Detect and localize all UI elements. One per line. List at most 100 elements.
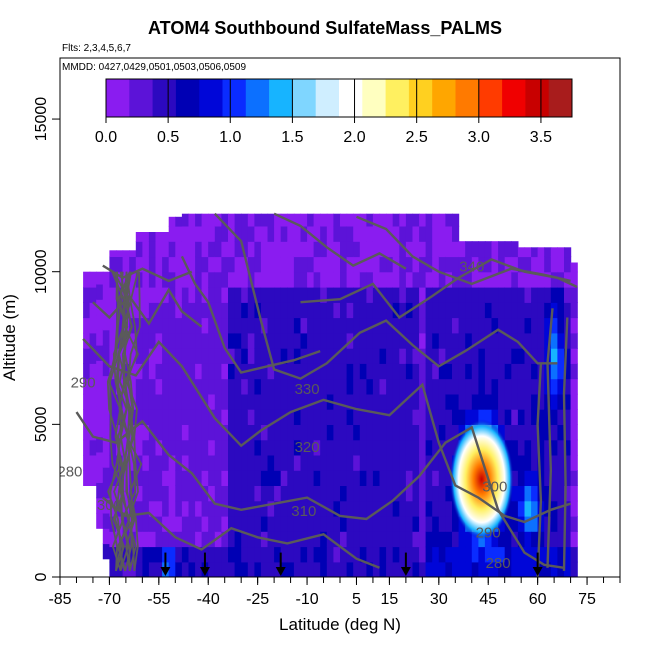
colorbar-segment: [129, 79, 154, 117]
heatmap-cell: [254, 241, 262, 258]
heatmap-cell: [353, 531, 361, 548]
heatmap-cell: [135, 500, 143, 517]
heatmap-cell: [537, 546, 545, 563]
heatmap-cell: [471, 241, 479, 258]
heatmap-cell: [307, 317, 315, 334]
heatmap-cell: [221, 454, 229, 471]
heatmap-cell: [135, 409, 143, 425]
heatmap-cell: [234, 287, 242, 303]
heatmap-cell: [498, 271, 506, 288]
heatmap-cell: [267, 378, 275, 395]
heatmap-cell: [465, 378, 473, 395]
heatmap-cell: [564, 332, 572, 349]
heatmap-cell: [228, 454, 236, 471]
heatmap-cell: [511, 500, 519, 517]
heatmap-cell: [201, 500, 209, 517]
heatmap-cell: [438, 213, 446, 227]
heatmap-cell: [267, 485, 275, 502]
heatmap-cell: [287, 241, 295, 258]
heatmap-cell: [458, 317, 466, 334]
heatmap-cell: [280, 546, 288, 563]
heatmap-cell: [346, 409, 354, 425]
heatmap-cell: [379, 454, 387, 471]
heatmap-cell: [247, 470, 255, 486]
heatmap-cell: [195, 332, 203, 349]
heatmap-cell: [300, 241, 308, 258]
heatmap-cell: [471, 271, 479, 288]
heatmap-cell: [234, 531, 242, 548]
heatmap-cell: [313, 485, 321, 502]
heatmap-cell: [313, 363, 321, 380]
heatmap-cell: [432, 393, 440, 410]
heatmap-cell: [405, 546, 414, 563]
heatmap-cell: [484, 332, 493, 349]
heatmap-cell: [241, 271, 249, 288]
heatmap-cell: [333, 271, 341, 288]
heatmap-cell: [241, 439, 249, 456]
heatmap-cell: [438, 546, 446, 563]
heatmap-cell: [419, 561, 427, 577]
heatmap-cell: [287, 271, 295, 288]
heatmap-cell: [162, 363, 170, 380]
heatmap-cell: [333, 241, 341, 258]
heatmap-cell: [96, 360, 104, 377]
contour-line: [546, 308, 554, 568]
heatmap-cell: [392, 546, 400, 563]
heatmap-cell: [293, 241, 302, 258]
heatmap-cell: [432, 302, 440, 319]
heatmap-cell: [234, 515, 242, 532]
heatmap-cell: [326, 213, 334, 227]
heatmap-cell: [228, 546, 236, 563]
heatmap-cell: [254, 363, 262, 380]
heatmap-cell: [498, 546, 506, 563]
heatmap-cell: [438, 470, 446, 486]
heatmap-cell: [221, 515, 229, 532]
heatmap-cell: [544, 287, 552, 303]
heatmap-cell: [405, 454, 414, 471]
heatmap-cell: [550, 439, 558, 456]
heatmap-cell: [564, 531, 572, 548]
heatmap-cell: [214, 515, 222, 532]
heatmap-cell: [557, 332, 565, 349]
heatmap-cell: [346, 454, 354, 471]
heatmap-cell: [195, 424, 203, 441]
heatmap-cell: [135, 424, 143, 441]
heatmap-cell: [247, 454, 255, 471]
heatmap-cell: [89, 454, 97, 471]
heatmap-cell: [386, 454, 394, 471]
heatmap-cell: [359, 561, 367, 577]
heatmap-cell: [366, 271, 374, 288]
heatmap-cell: [386, 287, 394, 303]
heatmap-cell: [274, 241, 282, 258]
heatmap-cell: [564, 439, 572, 456]
heatmap-cell: [129, 332, 137, 349]
heatmap-cell: [168, 378, 176, 395]
heatmap-cell: [280, 485, 288, 502]
heatmap-cell: [372, 225, 381, 242]
heatmap-cell: [524, 363, 532, 380]
heatmap-cell: [181, 546, 190, 563]
heatmap-cell: [280, 424, 288, 441]
heatmap-cell: [300, 485, 308, 502]
heatmap-cell: [452, 225, 460, 242]
heatmap-cell: [313, 424, 321, 441]
heatmap-cell: [234, 470, 242, 486]
heatmap-cell: [287, 409, 295, 425]
heatmap-cell: [181, 531, 190, 548]
heatmap-cell: [557, 485, 565, 502]
heatmap-cell: [267, 470, 275, 486]
heatmap-cell: [458, 561, 466, 577]
heatmap-cell: [247, 515, 255, 532]
heatmap-cell: [452, 515, 460, 532]
heatmap-cell: [452, 332, 460, 349]
heatmap-cell: [109, 256, 117, 273]
heatmap-cell: [372, 500, 381, 517]
colorbar-segment: [292, 79, 317, 117]
heatmap-cell: [254, 409, 262, 425]
contour-line: [180, 255, 321, 374]
heatmap-cell: [148, 454, 157, 471]
heatmap-cell: [181, 241, 190, 258]
heatmap-cell: [267, 409, 275, 425]
heatmap-cell: [425, 515, 433, 532]
heatmap-cell: [445, 531, 453, 548]
